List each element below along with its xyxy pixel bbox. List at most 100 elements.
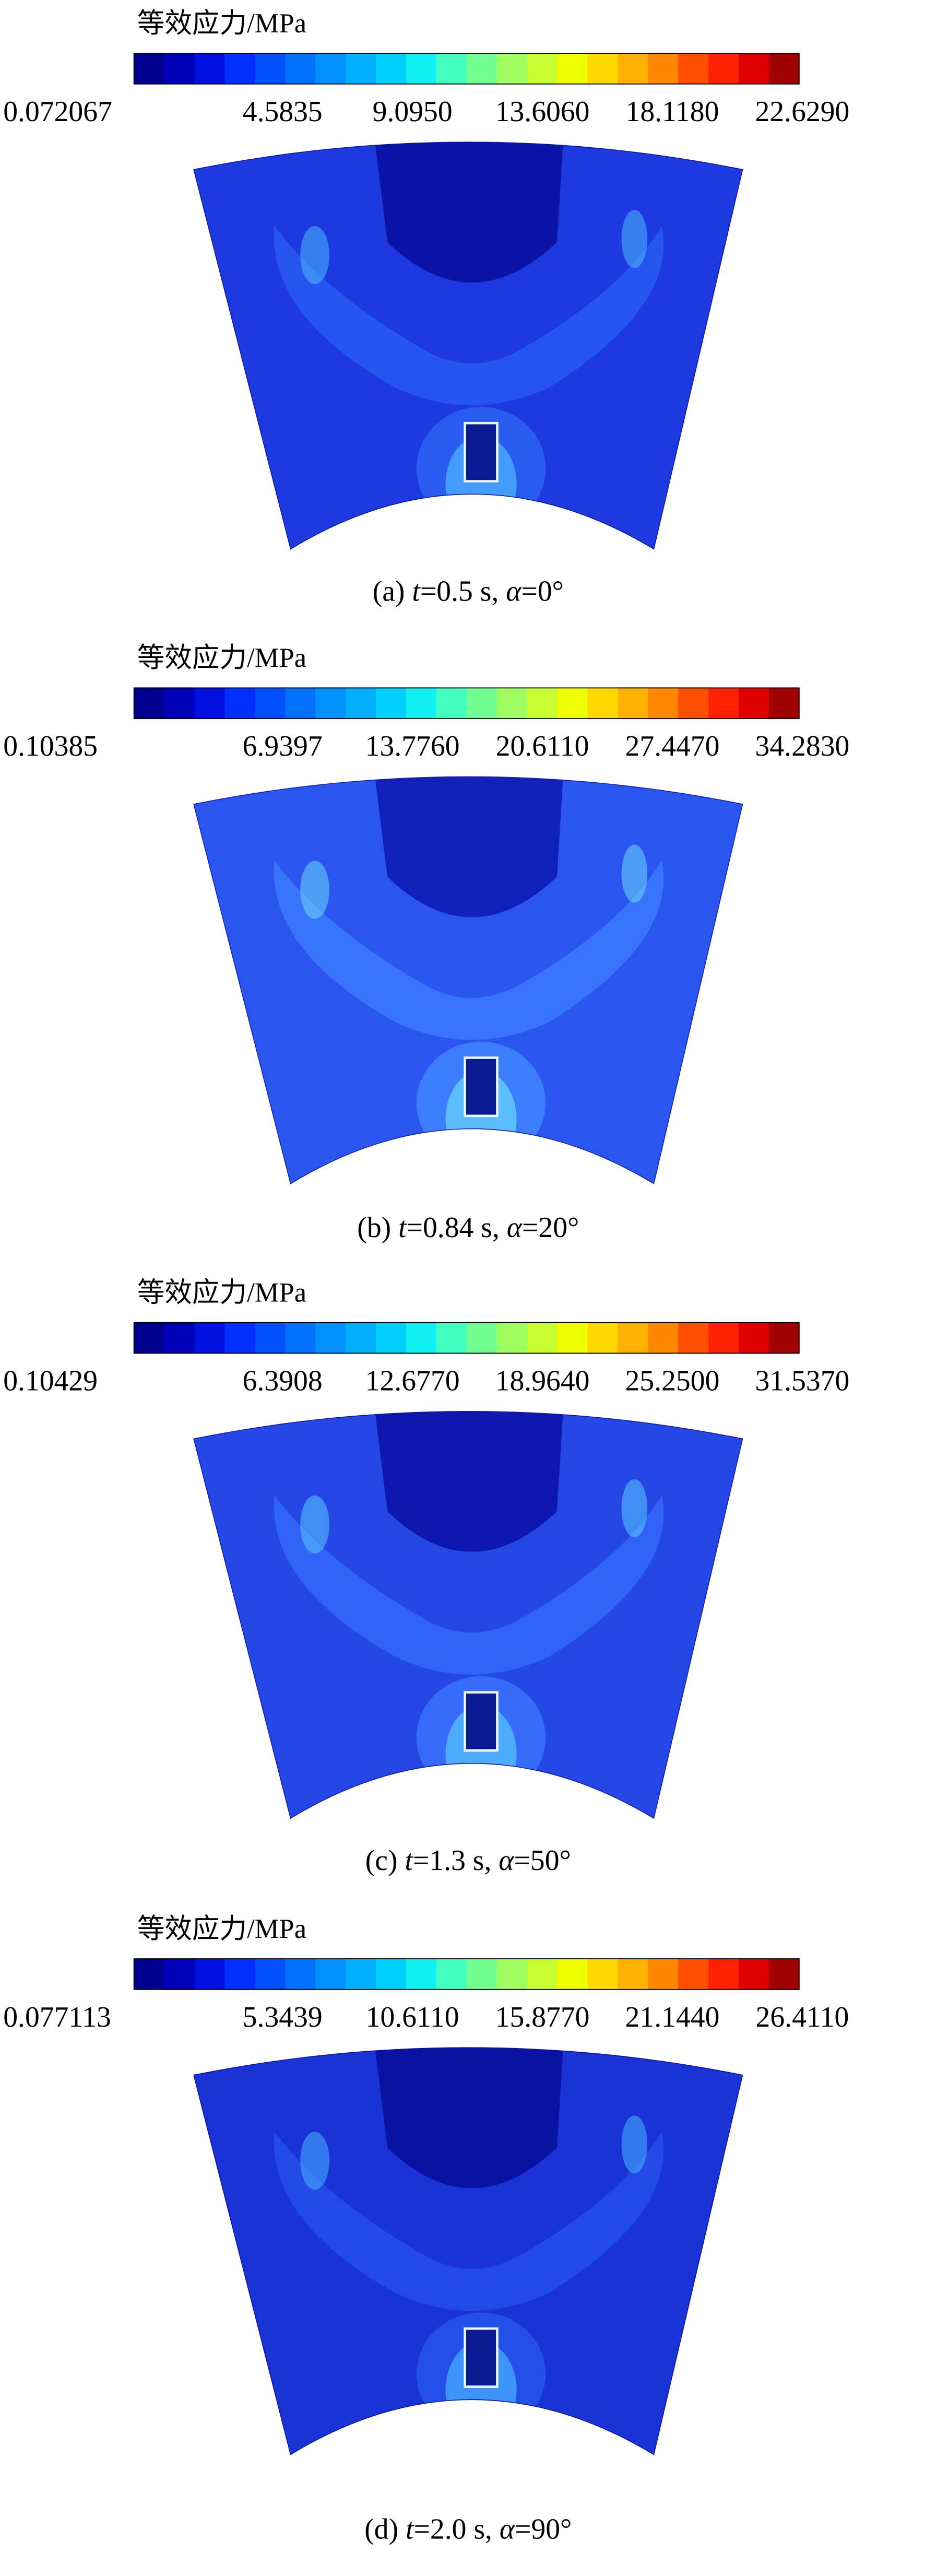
- colorbar-cell: [527, 688, 558, 719]
- colorbar-tick-label: 4.5835: [243, 96, 323, 128]
- colorbar-cell: [346, 1322, 376, 1354]
- colorbar-cell: [648, 1322, 679, 1354]
- colorbar-cell: [194, 1322, 226, 1354]
- colorbar-tick-label: 0.10429: [3, 1365, 98, 1397]
- colorbar-tick-label: 6.9397: [243, 730, 323, 762]
- colorbar-cell: [285, 1322, 316, 1354]
- colorbar-cell: [375, 1322, 407, 1354]
- field-dark-top: [371, 1411, 565, 1552]
- colorbar-cell: [315, 1322, 347, 1354]
- field-spot-right: [621, 210, 648, 268]
- colorbar-tick-label: 9.0950: [373, 96, 453, 128]
- caption-part: α: [507, 1211, 523, 1244]
- colorbar-tick-label: 15.8770: [495, 2001, 590, 2033]
- caption-part: t: [412, 575, 421, 607]
- colorbar-cell: [164, 1322, 195, 1354]
- colorbar-cell: [375, 1959, 407, 1990]
- colorbar-cell: [496, 1322, 528, 1354]
- panel: 等效应力/MPa 0.072067 4.5835 9.0950 13.6060 18.11…: [3, 8, 849, 608]
- colorbar-cell: [587, 1322, 619, 1354]
- colorbar-frame: [133, 53, 800, 85]
- caption-part: (d): [364, 2513, 406, 2545]
- field-spot-right: [621, 844, 648, 903]
- colorbar-cell: [768, 53, 800, 84]
- legend-title: 等效应力/MPa: [137, 643, 306, 673]
- colorbar-cell: [255, 1322, 286, 1354]
- colorbar-cell: [527, 1959, 558, 1990]
- colorbar-cell: [648, 688, 679, 719]
- colorbar-cell: [436, 53, 467, 84]
- colorbar-cell: [285, 1959, 316, 1990]
- colorbar-cell: [285, 688, 316, 719]
- colorbar-cell: [346, 688, 376, 719]
- field-dark-top: [371, 2048, 565, 2189]
- joint: [464, 2327, 499, 2388]
- caption-part: (c): [365, 1844, 405, 1877]
- colorbar-cell: [194, 53, 226, 84]
- caption-part: =2.0 s,: [414, 2513, 500, 2545]
- caption-part: (b): [357, 1211, 398, 1244]
- field-dark-top: [371, 777, 565, 918]
- colorbar-tick-label: 13.7760: [365, 730, 460, 762]
- field-dark-top: [371, 142, 565, 283]
- colorbar-cell: [496, 688, 528, 719]
- colorbar-cell: [406, 1959, 437, 1990]
- joint: [464, 1056, 499, 1118]
- caption-part: =1.3 s,: [413, 1844, 499, 1877]
- panel: 等效应力/MPa 0.077113 5.3439 10.6110 15.8770 21.1…: [3, 1914, 849, 2545]
- colorbar-cell: [466, 53, 497, 84]
- colorbar-tick-label: 27.4470: [625, 730, 720, 762]
- colorbar-cell: [375, 688, 407, 719]
- colorbar-cell: [768, 1322, 800, 1354]
- caption: (b) t=0.84 s, α=20°: [357, 1211, 579, 1244]
- legend-title: 等效应力/MPa: [137, 1277, 306, 1308]
- sector-outline: [193, 776, 743, 1184]
- caption-part: =20°: [522, 1211, 579, 1244]
- colorbar-cell: [496, 53, 528, 84]
- colorbar-tick-label: 25.2500: [625, 1365, 720, 1397]
- caption-part: =50°: [514, 1844, 571, 1877]
- colorbar-cell: [255, 688, 286, 719]
- colorbar-cell: [768, 1959, 800, 1990]
- caption-part: t: [406, 2513, 414, 2545]
- caption-part: =0°: [521, 575, 563, 607]
- colorbar-cell: [708, 53, 739, 84]
- colorbar-frame: [133, 1322, 800, 1354]
- caption-part: =90°: [515, 2513, 572, 2545]
- colorbar-cell: [557, 53, 588, 84]
- colorbar-cell: [224, 1322, 256, 1354]
- caption-part: t: [398, 1211, 407, 1244]
- colorbar-cell: [678, 1959, 709, 1990]
- colorbar-cell: [436, 1322, 467, 1354]
- legend-title: 等效应力/MPa: [137, 1914, 306, 1944]
- caption-part: α: [499, 1844, 515, 1877]
- colorbar-cell: [194, 688, 226, 719]
- caption: (c) t=1.3 s, α=50°: [365, 1844, 571, 1877]
- sector-outline: [193, 1411, 743, 1819]
- colorbar-tick-label: 18.1180: [626, 96, 719, 128]
- colorbar-cell: [466, 1959, 497, 1990]
- field-band: [274, 226, 664, 406]
- field-spot-left: [300, 2131, 329, 2190]
- colorbar-cell: [738, 1959, 769, 1990]
- colorbar-tick-label: 0.077113: [3, 2001, 111, 2033]
- colorbar-cell: [738, 1322, 769, 1354]
- colorbar-cell: [406, 1322, 437, 1354]
- caption-part: =0.5 s,: [420, 575, 506, 607]
- field-dark-left: [194, 2277, 259, 2455]
- caption: (a) t=0.5 s, α=0°: [373, 575, 564, 607]
- colorbar-cell: [255, 1959, 286, 1990]
- field-band: [274, 861, 664, 1040]
- colorbar-cell: [255, 53, 286, 84]
- colorbar-cell: [738, 53, 769, 84]
- field-spot-left: [300, 861, 329, 919]
- colorbar-cell: [768, 688, 800, 719]
- colorbar-cell: [194, 1959, 226, 1990]
- colorbar-cell: [587, 53, 619, 84]
- colorbar-cell: [527, 1322, 558, 1354]
- legend-title: 等效应力/MPa: [137, 8, 306, 39]
- colorbar-tick-label: 12.6770: [365, 1365, 460, 1397]
- colorbar-cell: [315, 1959, 347, 1990]
- colorbar-cell: [708, 1322, 739, 1354]
